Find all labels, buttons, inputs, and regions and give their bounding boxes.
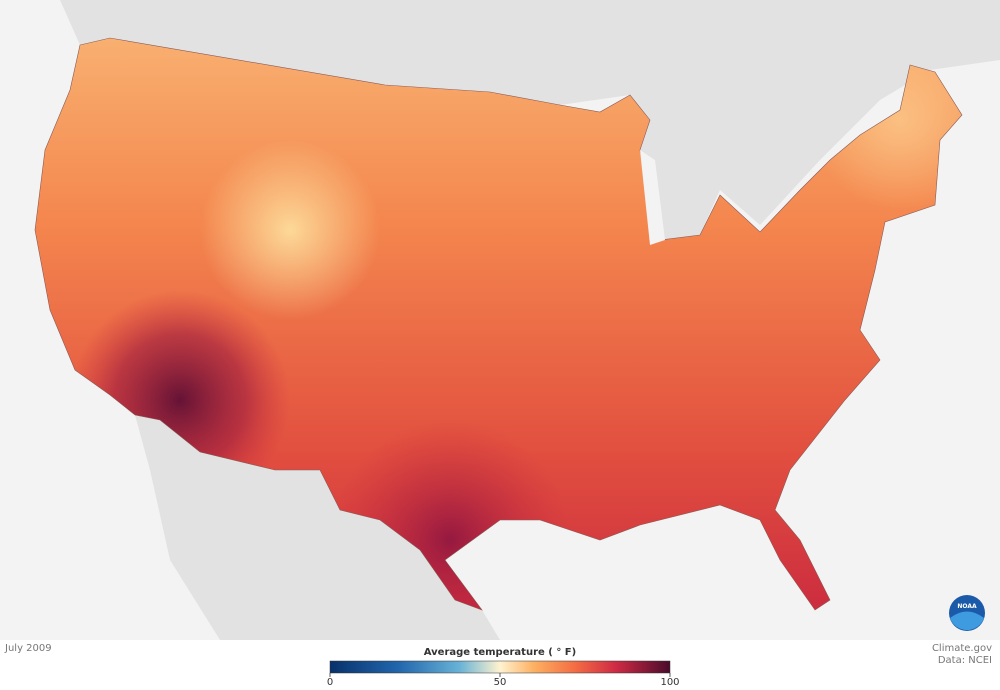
logo-text: NOAA — [957, 603, 977, 610]
logo-wave — [950, 611, 984, 631]
date: July 2009 — [4, 643, 52, 654]
mexico — [135, 415, 500, 640]
color-scale — [329, 660, 671, 674]
data-credit: Data: NCEI — [938, 655, 992, 666]
credit: Climate.gov — [932, 643, 992, 654]
lake-michigan — [640, 150, 665, 245]
legend-tick-label: 50 — [494, 677, 507, 688]
canada — [60, 0, 1000, 240]
legend-title: Average temperature ( ° F) — [424, 647, 576, 658]
legend-tick-label: 100 — [660, 677, 679, 688]
legend-tick-label: 0 — [327, 677, 333, 688]
